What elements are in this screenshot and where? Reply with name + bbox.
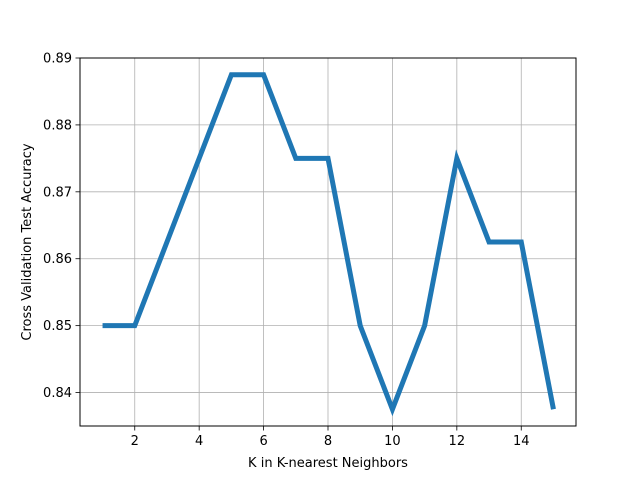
x-tick-label: 12: [449, 434, 466, 449]
x-tick-label: 4: [195, 434, 203, 449]
y-tick-label: 0.84: [43, 386, 72, 401]
x-axis-ticks: 2 4 6 8 10 12 14: [131, 426, 530, 449]
y-axis-ticks: 0.84 0.85 0.86 0.87 0.88 0.89: [43, 52, 80, 401]
x-tick-label: 10: [384, 434, 401, 449]
x-tick-label: 14: [513, 434, 530, 449]
y-axis-label: Cross Validation Test Accuracy: [20, 143, 35, 340]
x-tick-label: 8: [324, 434, 332, 449]
y-tick-label: 0.88: [43, 118, 72, 133]
x-axis-label: K in K-nearest Neighbors: [248, 456, 408, 471]
x-tick-label: 2: [131, 434, 139, 449]
y-tick-label: 0.89: [43, 52, 72, 67]
series-group: [102, 72, 556, 417]
y-tick-label: 0.87: [43, 185, 72, 200]
x-tick-label: 6: [259, 434, 267, 449]
y-tick-label: 0.86: [43, 252, 72, 267]
y-tick-label: 0.85: [43, 319, 72, 334]
